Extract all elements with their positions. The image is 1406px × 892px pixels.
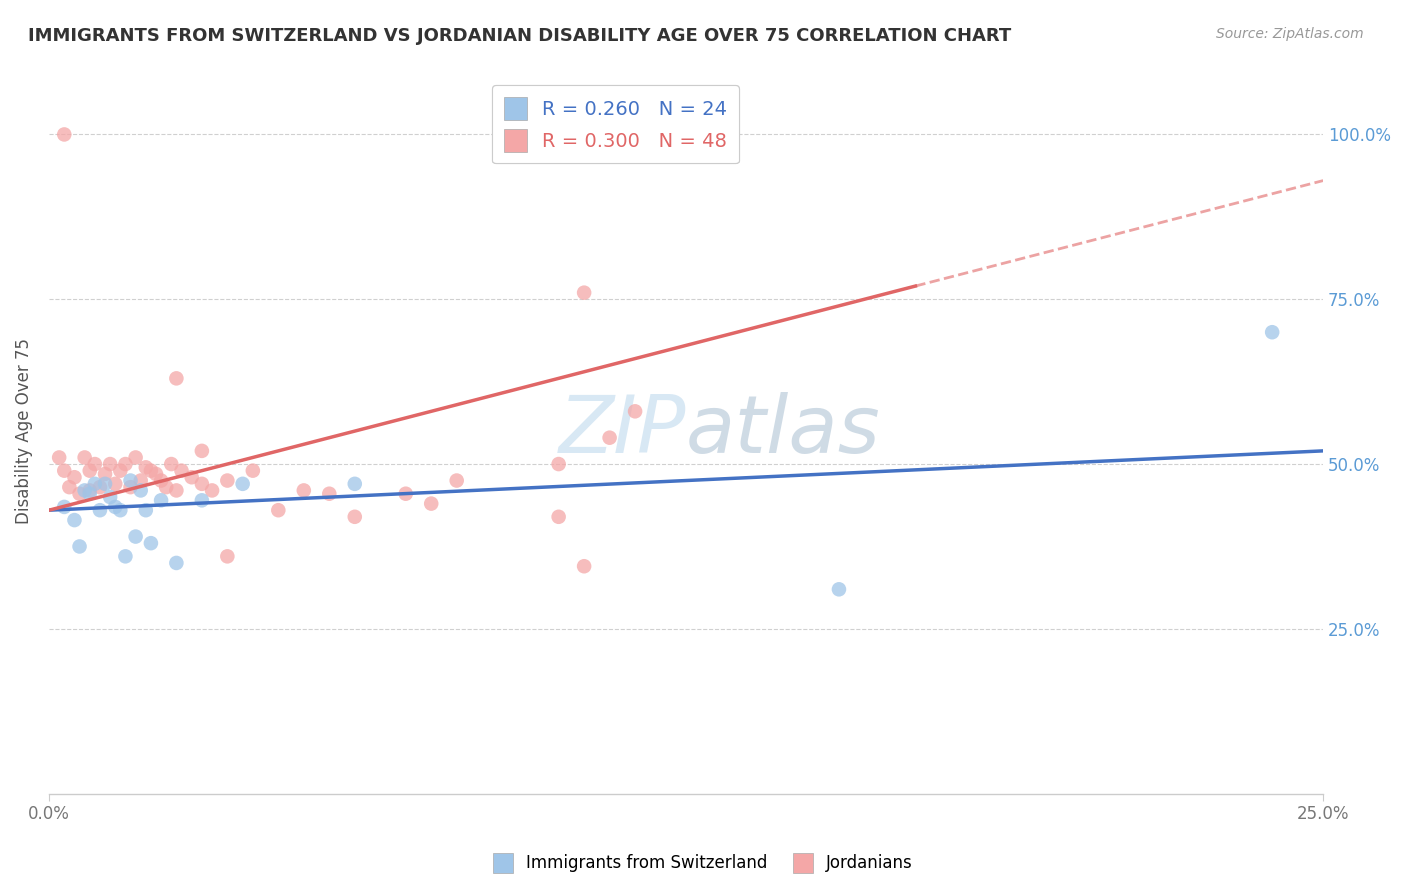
Point	[1261, 325, 1284, 339]
Point	[145, 467, 167, 481]
Point	[53, 464, 76, 478]
Point	[69, 487, 91, 501]
Point	[79, 483, 101, 498]
Point	[170, 464, 193, 478]
Point	[232, 476, 254, 491]
Point	[150, 474, 173, 488]
Point	[191, 476, 214, 491]
Text: ZIP: ZIP	[558, 392, 686, 470]
Point	[318, 487, 340, 501]
Point	[58, 480, 80, 494]
Point	[165, 483, 187, 498]
Point	[124, 450, 146, 465]
Point	[191, 493, 214, 508]
Point	[98, 457, 121, 471]
Point	[180, 470, 202, 484]
Point	[48, 450, 70, 465]
Point	[129, 474, 152, 488]
Point	[63, 470, 86, 484]
Point	[572, 559, 595, 574]
Point	[547, 509, 569, 524]
Point	[599, 431, 621, 445]
Point	[104, 500, 127, 514]
Point	[267, 503, 290, 517]
Point	[395, 487, 418, 501]
Point	[135, 460, 157, 475]
Point	[104, 476, 127, 491]
Point	[217, 549, 239, 564]
Text: Source: ZipAtlas.com: Source: ZipAtlas.com	[1216, 27, 1364, 41]
Point	[94, 467, 117, 481]
Point	[242, 464, 264, 478]
Y-axis label: Disability Age Over 75: Disability Age Over 75	[15, 338, 32, 524]
Point	[89, 480, 111, 494]
Point	[135, 503, 157, 517]
Point	[79, 464, 101, 478]
Point	[73, 450, 96, 465]
Point	[191, 443, 214, 458]
Point	[94, 476, 117, 491]
Legend: R = 0.260   N = 24, R = 0.300   N = 48: R = 0.260 N = 24, R = 0.300 N = 48	[492, 86, 740, 163]
Point	[79, 487, 101, 501]
Point	[120, 474, 142, 488]
Point	[217, 474, 239, 488]
Point	[201, 483, 224, 498]
Point	[98, 490, 121, 504]
Point	[828, 582, 851, 597]
Point	[343, 476, 366, 491]
Legend: Immigrants from Switzerland, Jordanians: Immigrants from Switzerland, Jordanians	[486, 847, 920, 880]
Point	[547, 457, 569, 471]
Point	[160, 457, 183, 471]
Point	[446, 474, 468, 488]
Point	[83, 457, 105, 471]
Point	[53, 500, 76, 514]
Text: IMMIGRANTS FROM SWITZERLAND VS JORDANIAN DISABILITY AGE OVER 75 CORRELATION CHAR: IMMIGRANTS FROM SWITZERLAND VS JORDANIAN…	[28, 27, 1011, 45]
Point	[572, 285, 595, 300]
Point	[110, 503, 132, 517]
Point	[139, 536, 162, 550]
Point	[110, 464, 132, 478]
Point	[114, 549, 136, 564]
Point	[139, 464, 162, 478]
Point	[343, 509, 366, 524]
Point	[129, 483, 152, 498]
Point	[624, 404, 647, 418]
Point	[53, 128, 76, 142]
Point	[120, 480, 142, 494]
Point	[165, 371, 187, 385]
Point	[420, 497, 443, 511]
Point	[69, 540, 91, 554]
Point	[114, 457, 136, 471]
Point	[83, 476, 105, 491]
Point	[292, 483, 315, 498]
Point	[63, 513, 86, 527]
Point	[165, 556, 187, 570]
Point	[155, 480, 177, 494]
Point	[73, 483, 96, 498]
Point	[150, 493, 173, 508]
Point	[89, 503, 111, 517]
Text: atlas: atlas	[686, 392, 880, 470]
Point	[124, 530, 146, 544]
